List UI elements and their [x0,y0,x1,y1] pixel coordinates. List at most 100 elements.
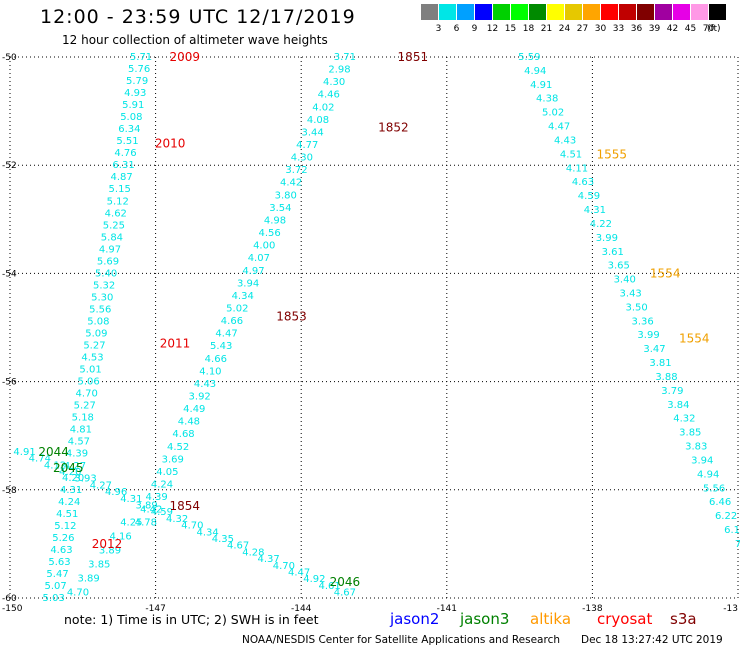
wave-height-value: 5.03 [43,593,65,604]
wave-height-value: 3.44 [301,127,323,138]
satellite-tracks: 5.715.765.794.935.915.086.345.514.766.31… [13,52,740,604]
wave-height-value: 5.91 [122,100,144,111]
wave-height-value: 4.00 [253,241,275,252]
time-label: 2046 [330,575,361,589]
wave-height-value: 4.93 [124,88,146,99]
legend-swatch [619,4,636,20]
wave-height-value: 3.93 [74,474,96,485]
wave-height-value: 3.84 [667,400,689,411]
wave-height-value: 4.07 [248,253,270,264]
wave-height-value: 4.31 [584,205,606,216]
wave-height-value: 5.63 [48,557,70,568]
wave-height-value: 5.69 [97,256,119,267]
wave-height-value: 4.67 [227,541,249,552]
wave-height-value: 4.10 [199,366,221,377]
lat-label: -56 [2,378,17,388]
time-label: 1851 [398,50,429,64]
latitude-labels: -50 -52 -54 -56 -58 -60 [2,53,17,604]
legend-label: 6 [453,24,460,34]
footer-note: note: 1) Time is in UTC; 2) SWH is in fe… [64,612,319,627]
legend-swatch [601,4,618,20]
wave-height-value: 3.85 [88,559,110,570]
wave-height-value: 3.47 [643,344,665,355]
legend-label: 27 [576,24,589,34]
wave-height-value: 4.70 [76,389,98,400]
lat-label: -58 [2,486,17,496]
wave-height-value: 4.28 [242,547,264,558]
wave-height-value: 3.80 [275,190,297,201]
wave-height-value: 6.46 [709,497,731,508]
wave-height-value: 5.08 [87,316,109,327]
wave-height-value: 4.78 [135,517,157,528]
legend-unit: (ft) [707,24,721,34]
wave-height-value: 5.32 [93,280,115,291]
wave-height-value: 4.67 [334,588,356,599]
lon-label: -150 [2,604,23,614]
wave-height-value: 3.89 [135,501,157,512]
wave-height-value: 4.27 [64,461,86,472]
wave-height-value: 6.34 [118,124,140,135]
wave-height-value: 5.25 [103,220,125,231]
wave-height-value: 6.31 [112,160,134,171]
wave-height-value: 4.30 [291,153,313,164]
legend-label: 70 [702,24,715,34]
time-label: 1554 [679,331,710,345]
wave-height-value: 4.43 [194,379,216,390]
wave-height-value: 4.43 [554,135,576,146]
track-E: 5.59 4.94 4.91 4.38 5.02 4.47 4.43 4.51 4.11 4.63… [518,52,740,550]
wave-height-value: 5.79 [126,76,148,87]
wave-height-value: 5.47 [46,569,68,580]
lon-label: -144 [291,604,312,614]
wave-height-value: 4.47 [548,122,570,133]
wave-height-value: 5.40 [95,268,117,279]
wave-height-value: 4.70 [273,561,295,572]
wave-height-value: 4.35 [212,534,234,545]
wave-height-value: 5.30 [91,292,113,303]
wave-height-value: 5.07 [44,581,66,592]
wave-height-value: 5.12 [107,196,129,207]
time-label: 1853 [276,310,307,324]
page-title: 12:00 - 23:59 UTC 12/17/2019 [40,6,356,28]
wave-height-value: 5.26 [52,533,74,544]
wave-height-value: 4.31 [120,494,142,505]
wave-height-value: 4.20 [59,467,81,478]
satellite-label: s3a [670,610,697,628]
wave-height-value: 4.05 [156,467,178,478]
legend-swatch [673,4,690,20]
wave-height-value: 4.77 [296,140,318,151]
generated-timestamp: Dec 18 13:27:42 UTC 2019 [581,634,723,646]
wave-height-value: 3.94 [691,455,713,466]
time-label: 2044 [38,445,69,459]
wave-height-value: 4.97 [242,266,264,277]
lat-label: -52 [2,161,17,171]
wave-height-value: 4.32 [673,414,695,425]
lon-label: -147 [145,604,165,614]
lat-label: -54 [2,269,17,279]
wave-height-value: 4.11 [566,163,588,174]
lon-label: -13 [723,604,738,614]
wave-height-value: 5.56 [703,483,725,494]
credit-line: NOAA/NESDIS Center for Satellite Applica… [242,634,560,646]
wave-height-value: 5.59 [518,52,540,63]
legend-swatch [565,4,582,20]
legend-swatch [529,4,546,20]
wave-height-value: 3.88 [655,372,677,383]
legend-label: 21 [540,24,553,34]
wave-height-value: 4.42 [140,505,162,516]
wave-height-value: 4.98 [264,215,286,226]
legend-label: 3 [435,24,442,34]
wave-height-value: 4.47 [288,567,310,578]
lat-label: -60 [2,594,17,604]
wave-height-value: 2.98 [328,65,350,76]
wave-height-value: 4.22 [590,219,612,230]
track-C: 4.914.744.124.203.934.274.964.313.894.59… [13,447,356,599]
wave-height-value: 3.83 [685,442,707,453]
time-label: 2009 [169,50,200,64]
legend-label: 36 [630,24,643,34]
wave-height-value: 4.56 [258,228,280,239]
wave-height-value: 3.92 [189,392,211,403]
wave-height-value: 4.38 [536,94,558,105]
wave-height-value: 5.08 [120,112,142,123]
legend-swatch [457,4,474,20]
